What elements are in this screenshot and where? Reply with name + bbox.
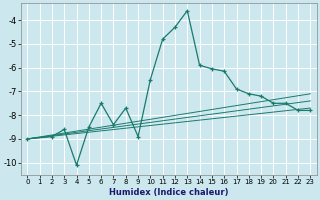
X-axis label: Humidex (Indice chaleur): Humidex (Indice chaleur)	[109, 188, 228, 197]
